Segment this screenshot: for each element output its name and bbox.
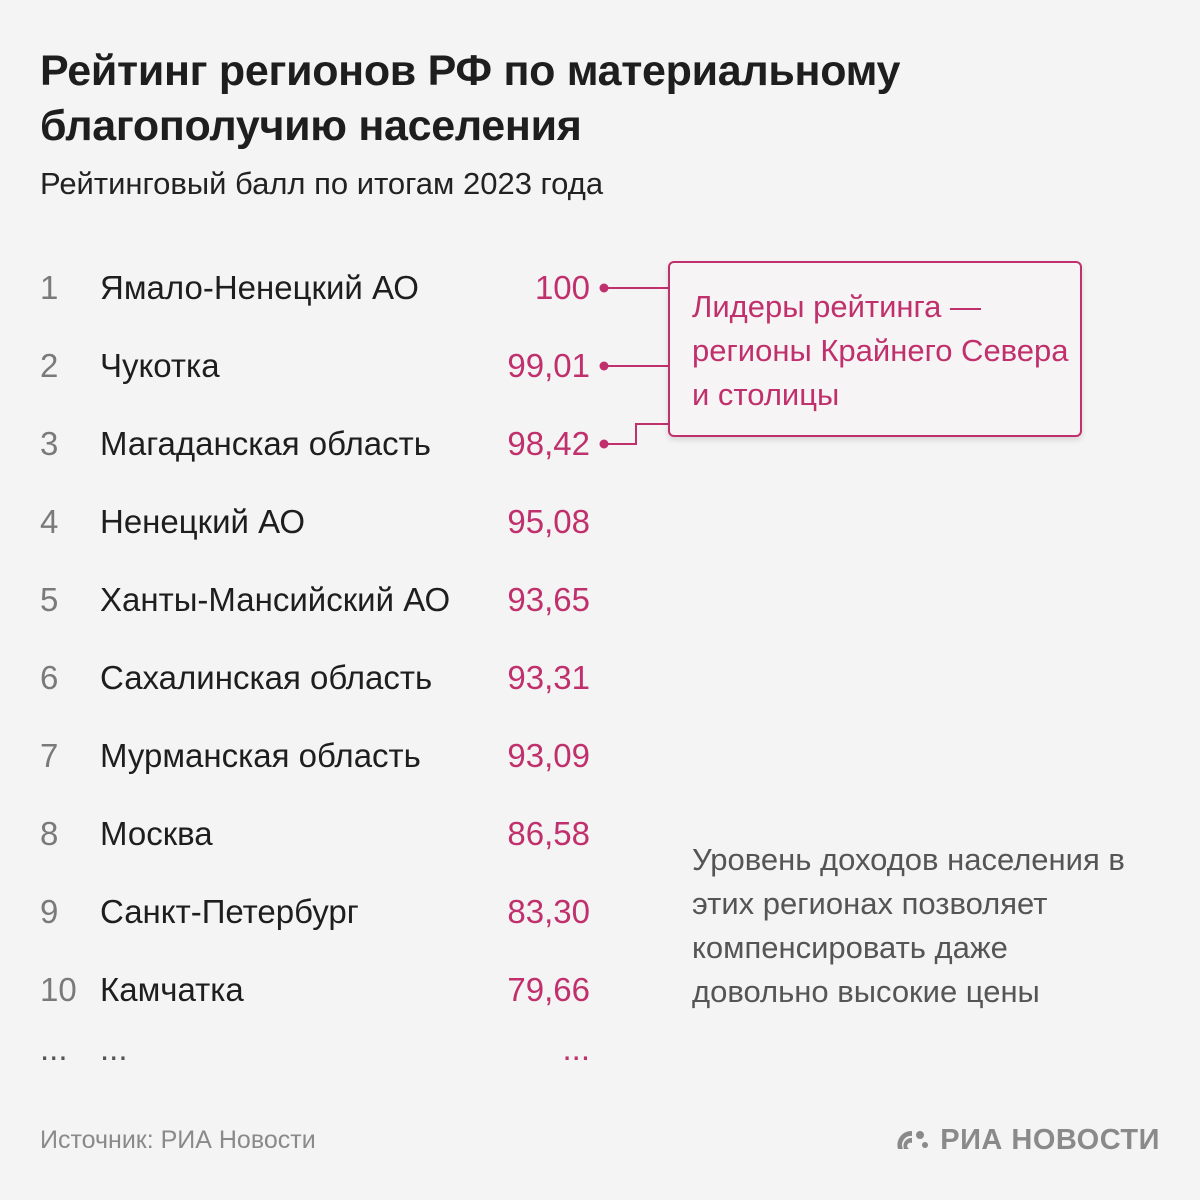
rank-label: 2 (40, 347, 59, 384)
rank-label: ... (40, 1030, 68, 1067)
table-row: 7 Мурманская область 93,09 (0, 731, 650, 781)
table-row-more: ......... (0, 1024, 650, 1074)
rank-label: 1 (40, 269, 59, 306)
region-label: Камчатка (100, 971, 244, 1008)
region-label: Москва (100, 815, 213, 852)
value-label: 79,66 (507, 971, 590, 1008)
source-label: Источник: РИА Новости (40, 1126, 316, 1154)
value-label: 86,58 (507, 815, 590, 852)
chart-title: Рейтинг регионов РФ по материальному бла… (40, 47, 901, 150)
ria-novosti-logo-icon (897, 1130, 929, 1149)
table-row: 10 Камчатка 79,66 (0, 965, 650, 1015)
chart-subtitle: Рейтинговый балл по итогам 2023 года (40, 166, 604, 201)
value-label: 99,01 (507, 347, 590, 384)
value-label: 95,08 (507, 503, 590, 540)
value-label: 98,42 (507, 425, 590, 462)
value-label: 93,09 (507, 737, 590, 774)
region-label: Сахалинская область (100, 659, 433, 696)
rank-label: 4 (40, 503, 59, 540)
region-label: ... (100, 1030, 128, 1067)
table-row: 4 Ненецкий АО 95,08 (0, 497, 650, 547)
table-row: 1 Ямало-Ненецкий АО 100 (0, 263, 650, 313)
rank-label: 5 (40, 581, 59, 618)
logo-text: РИА НОВОСТИ (940, 1123, 1160, 1156)
region-label: Мурманская область (100, 737, 421, 774)
region-label: Магаданская область (100, 425, 431, 462)
region-label: Чукотка (100, 347, 220, 384)
leaders-callout: Лидеры рейтинга — регионы Крайнего Север… (668, 261, 1082, 437)
table-row: 3 Магаданская область 98,42 (0, 419, 650, 469)
callout-text: Лидеры рейтинга — регионы Крайнего Север… (692, 289, 1069, 412)
table-row: 8 Москва 86,58 (0, 809, 650, 859)
region-label: Санкт-Петербург (100, 893, 359, 930)
rank-label: 6 (40, 659, 59, 696)
region-label: Ханты-Мансийский АО (100, 581, 451, 618)
table-row: 6 Сахалинская область 93,31 (0, 653, 650, 703)
table-row: 5 Ханты-Мансийский АО 93,65 (0, 575, 650, 625)
rank-label: 10 (40, 971, 77, 1008)
ria-logo: РИА НОВОСТИ (894, 1122, 1160, 1158)
ranking-table: 1 Ямало-Ненецкий АО 100 2 Чукотка 99,01 3 Магад… (0, 0, 650, 1100)
rank-label: 8 (40, 815, 59, 852)
rank-label: 7 (40, 737, 59, 774)
value-label: 93,31 (507, 659, 590, 696)
region-label: Ямало-Ненецкий АО (100, 269, 419, 306)
table-row: 2 Чукотка 99,01 (0, 341, 650, 391)
value-label: 100 (534, 269, 590, 306)
region-label: Ненецкий АО (100, 503, 306, 540)
rank-label: 3 (40, 425, 59, 462)
value-label: 93,65 (507, 581, 590, 618)
income-note: Уровень доходов населения в этих региона… (692, 842, 1125, 1009)
table-row: 9 Санкт-Петербург 83,30 (0, 887, 650, 937)
rank-label: 9 (40, 893, 59, 930)
value-label: ... (562, 1030, 590, 1067)
value-label: 83,30 (507, 893, 590, 930)
